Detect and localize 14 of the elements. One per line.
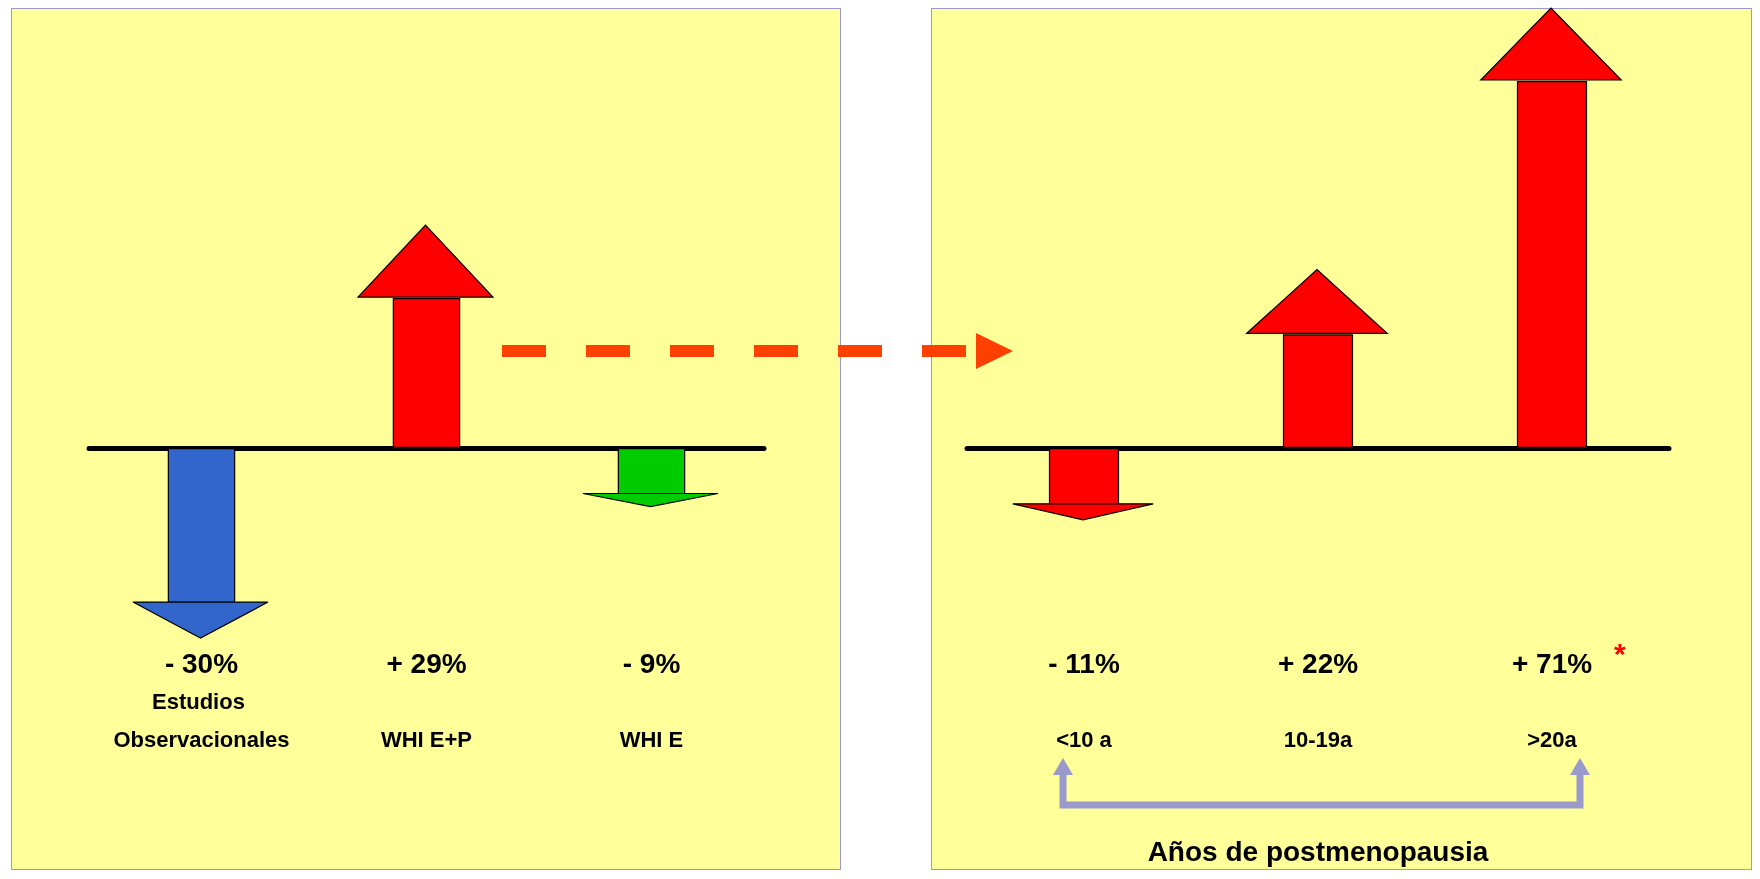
data-label: - 30% (164, 647, 239, 679)
data-label: - 9% (622, 647, 681, 679)
x-tick-label: WHI E (619, 726, 684, 752)
x-tick-label: <10 a (1056, 726, 1113, 752)
x-tick-label: 10-19a (1283, 726, 1354, 752)
x-tick-label: WHI E+P (380, 726, 473, 752)
x-tick-label: >20a (1527, 726, 1578, 752)
x-axis-title: Años de postmenopausia (1147, 835, 1489, 867)
data-label: + 29% (386, 647, 467, 679)
text: * (1614, 636, 1626, 670)
data-label: - 11% (1048, 647, 1120, 679)
data-label: + 22% (1277, 647, 1359, 679)
x-tick-label: Estudios Observacionales (113, 688, 290, 752)
data-label: + 71% (1511, 647, 1593, 679)
